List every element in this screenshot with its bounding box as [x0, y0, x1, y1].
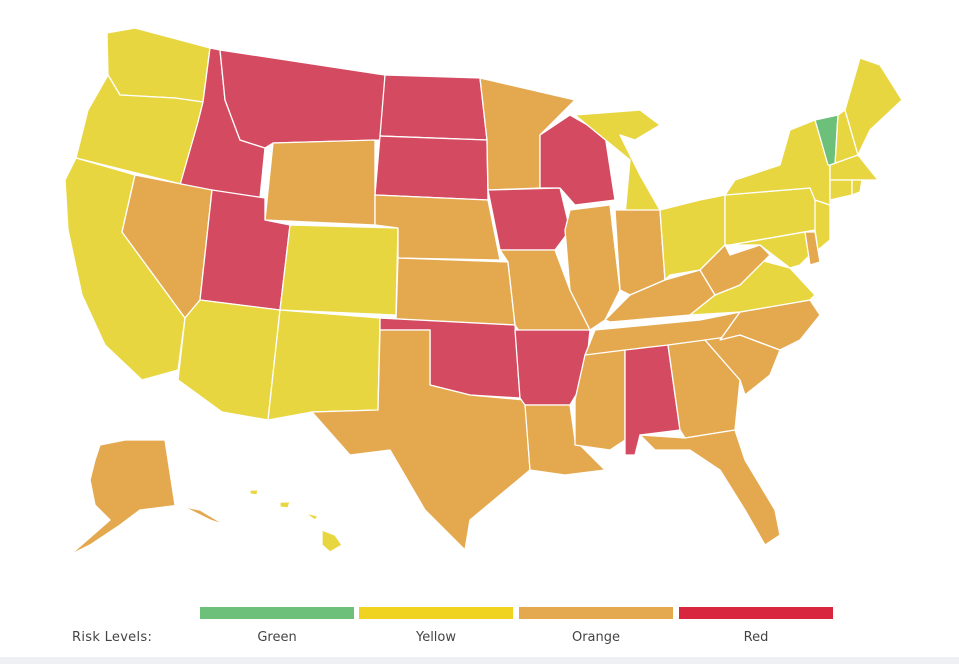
us-risk-map — [64, 27, 903, 556]
state-montana[interactable] — [219, 49, 386, 149]
state-wyoming[interactable] — [264, 139, 376, 226]
state-arizona[interactable] — [177, 299, 281, 421]
state-north-dakota[interactable] — [379, 74, 488, 141]
state-rhode-island[interactable] — [851, 179, 863, 196]
state-wisconsin[interactable] — [539, 114, 616, 206]
state-hawaii-big[interactable] — [321, 529, 343, 553]
state-hawaii-kauai[interactable] — [249, 489, 259, 496]
state-texas[interactable] — [311, 329, 531, 551]
state-maine[interactable] — [844, 57, 903, 156]
state-florida[interactable] — [639, 429, 781, 546]
legend-bar-green — [200, 607, 354, 619]
state-new-mexico[interactable] — [267, 309, 381, 421]
legend-title: Risk Levels: — [72, 630, 153, 645]
legend-label-red: Red — [743, 630, 769, 645]
state-hawaii-maui[interactable] — [304, 512, 319, 521]
legend-label-orange: Orange — [571, 630, 621, 645]
state-mississippi[interactable] — [574, 349, 626, 451]
state-iowa[interactable] — [487, 187, 571, 251]
legend-bar-red — [679, 607, 833, 619]
legend-label-green: Green — [257, 630, 297, 645]
state-west-virginia[interactable] — [699, 244, 771, 296]
state-washington[interactable] — [106, 27, 211, 103]
state-connecticut[interactable] — [829, 179, 853, 201]
state-colorado[interactable] — [279, 224, 399, 316]
state-south-dakota[interactable] — [374, 135, 489, 201]
legend-label-yellow: Yellow — [415, 630, 457, 645]
state-massachusetts[interactable] — [829, 154, 879, 181]
footer-strip — [0, 657, 959, 664]
legend-bar-yellow — [359, 607, 513, 619]
state-kansas[interactable] — [395, 257, 516, 326]
state-indiana[interactable] — [614, 209, 666, 296]
legend-bar-orange — [519, 607, 673, 619]
state-hawaii-oahu[interactable] — [279, 501, 291, 509]
state-michigan[interactable] — [574, 109, 661, 216]
state-new-jersey[interactable] — [814, 199, 831, 251]
state-illinois[interactable] — [564, 204, 621, 331]
state-alaska[interactable] — [69, 439, 226, 556]
state-louisiana[interactable] — [524, 404, 606, 476]
